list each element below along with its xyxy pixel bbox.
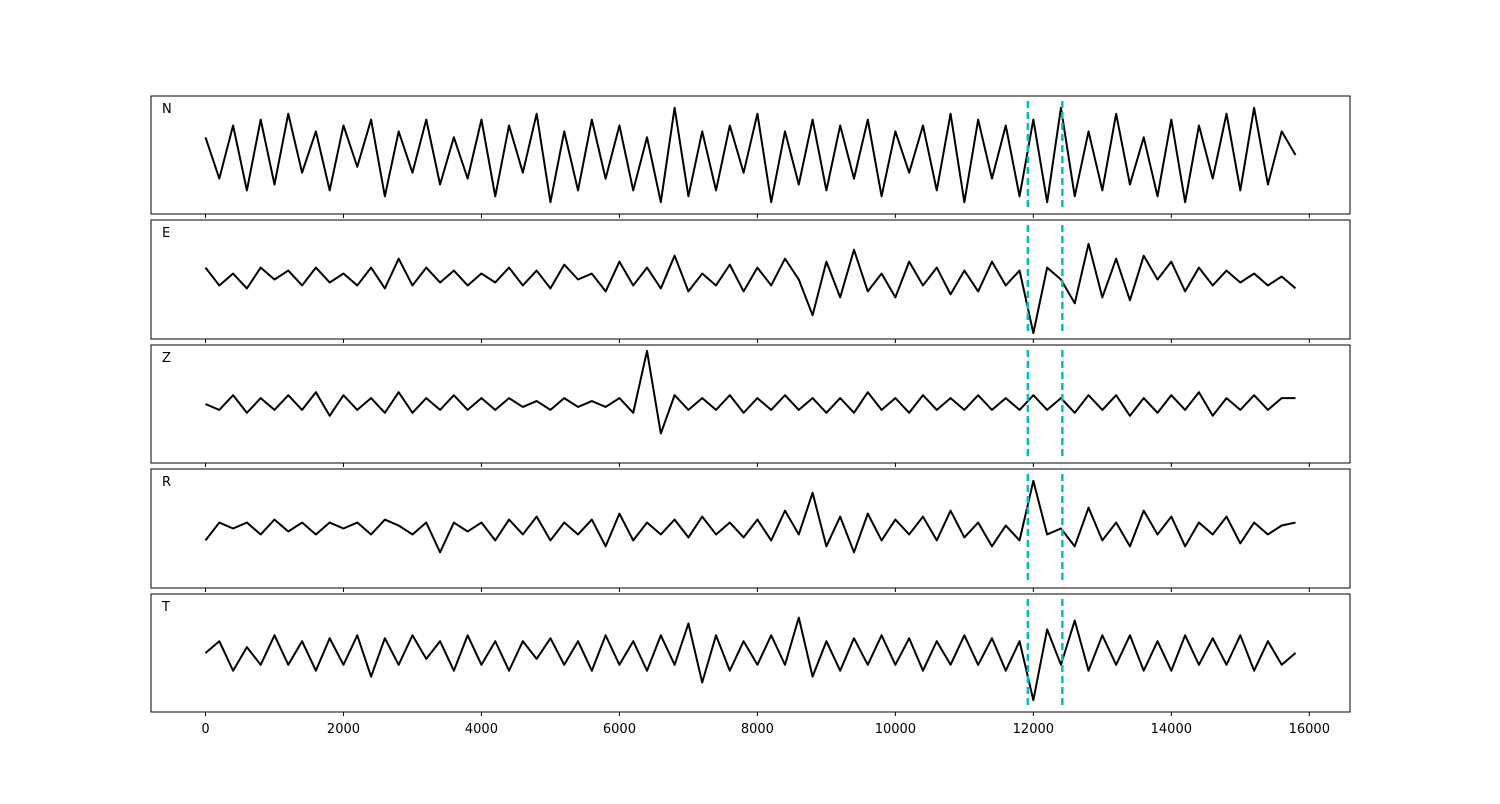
panel-frame	[150, 95, 1351, 215]
panel-label: Z	[162, 351, 171, 366]
panel-label: E	[162, 226, 170, 241]
x-tick-label: 2000	[327, 722, 360, 737]
x-tick-label: 12000	[1013, 722, 1054, 737]
trace	[204, 479, 1296, 554]
x-tick-label: 6000	[603, 722, 636, 737]
x-tick-label: 10000	[875, 722, 916, 737]
x-tick-label: 4000	[465, 722, 498, 737]
trace	[205, 349, 1296, 435]
x-tick-label: 14000	[1151, 722, 1192, 737]
panel-label: T	[161, 600, 170, 615]
x-tick-label: 0	[201, 722, 209, 737]
panel-label: R	[162, 475, 171, 490]
trace	[204, 616, 1297, 702]
panel-label: N	[162, 102, 172, 117]
trace	[204, 106, 1297, 204]
x-tick-label: 16000	[1289, 722, 1330, 737]
x-tick-label: 8000	[741, 722, 774, 737]
panel-frame	[150, 344, 1351, 464]
trace	[204, 242, 1297, 335]
